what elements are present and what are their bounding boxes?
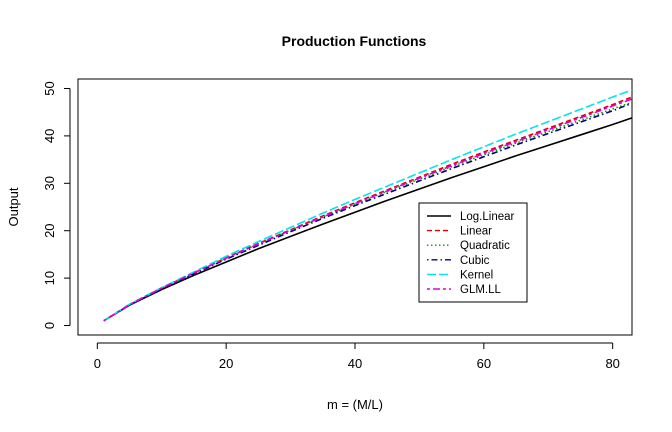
plot-frame (77, 78, 633, 336)
chart-title: Production Functions (282, 33, 427, 49)
legend-label: GLM.LL (460, 284, 502, 296)
series-line-quadratic (103, 101, 633, 322)
x-tick-label: 80 (605, 356, 619, 371)
series-line-cubic (103, 102, 633, 322)
y-tick-label: 10 (42, 271, 57, 285)
x-tick-label: 20 (219, 356, 233, 371)
legend-label: Log.Linear (460, 211, 515, 223)
y-tick-label: 40 (42, 129, 57, 143)
legend-label: Cubic (460, 255, 490, 267)
x-axis: 0 20 40 60 80 (94, 342, 620, 371)
x-tick-label: 40 (348, 356, 362, 371)
series-line-log-linear (103, 117, 633, 322)
legend-box (418, 202, 528, 303)
y-tick-label: 0 (42, 322, 57, 329)
legend-label: Quadratic (460, 240, 510, 252)
legend-label: Kernel (460, 269, 493, 281)
y-axis: 0 10 20 30 40 50 (42, 81, 71, 329)
series-line-glm-ll (103, 98, 633, 322)
x-tick-label: 0 (94, 356, 101, 371)
y-tick-label: 20 (42, 223, 57, 237)
legend-label: Linear (460, 226, 492, 238)
x-axis-label: m = (M/L) (327, 397, 383, 412)
series-line-kernel (103, 89, 633, 322)
series-lines (103, 89, 633, 322)
legend: Log.Linear Linear Quadratic Cubic Kernel GLM.… (418, 202, 528, 303)
y-axis-label: Output (6, 187, 21, 226)
y-tick-label: 30 (42, 176, 57, 190)
y-tick-label: 50 (42, 81, 57, 95)
x-tick-label: 60 (477, 356, 491, 371)
